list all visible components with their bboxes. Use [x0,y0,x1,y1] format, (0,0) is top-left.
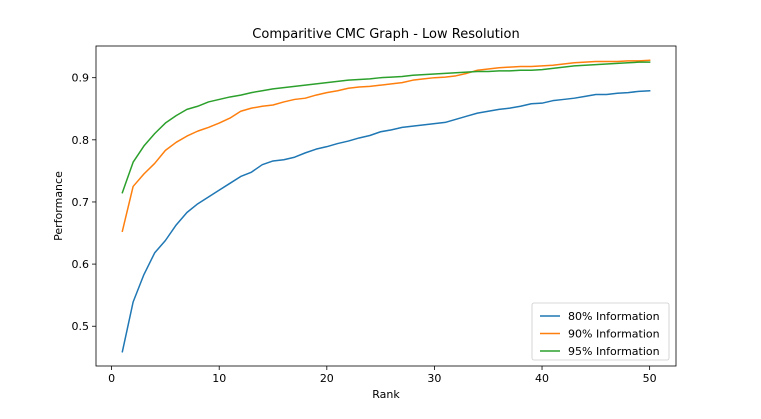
x-tick-label: 10 [212,372,226,385]
series-line-1 [121,89,651,353]
legend-box [531,302,670,361]
legend-label: 90% Information [568,328,660,341]
series-line-2 [121,59,651,233]
plot-frame [95,45,677,367]
y-tick-label: 0.5 [72,320,90,333]
y-tick-label: 0.6 [72,258,90,271]
x-tick-label: 20 [320,372,334,385]
legend-label: 80% Information [568,310,660,323]
x-axis: 0 10 20 30 40 50 [108,366,657,385]
x-tick-label: 30 [427,372,441,385]
series-line-3 [121,61,651,194]
y-axis: 0.5 0.6 0.7 0.8 0.9 [72,72,96,333]
x-tick-label: 0 [108,372,115,385]
chart-title: Comparitive CMC Graph - Low Resolution [252,27,519,42]
legend-label: 95% Information [568,345,660,358]
plot-area [121,59,651,353]
y-tick-label: 0.8 [72,134,90,147]
legend: 80% Information 90% Information 95% Inform… [531,302,670,361]
y-tick-label: 0.7 [72,196,90,209]
x-axis-label: Rank [372,388,400,401]
x-tick-label: 50 [643,372,657,385]
y-tick-label: 0.9 [72,72,90,85]
x-tick-label: 40 [535,372,549,385]
y-axis-label: Performance [52,171,65,241]
